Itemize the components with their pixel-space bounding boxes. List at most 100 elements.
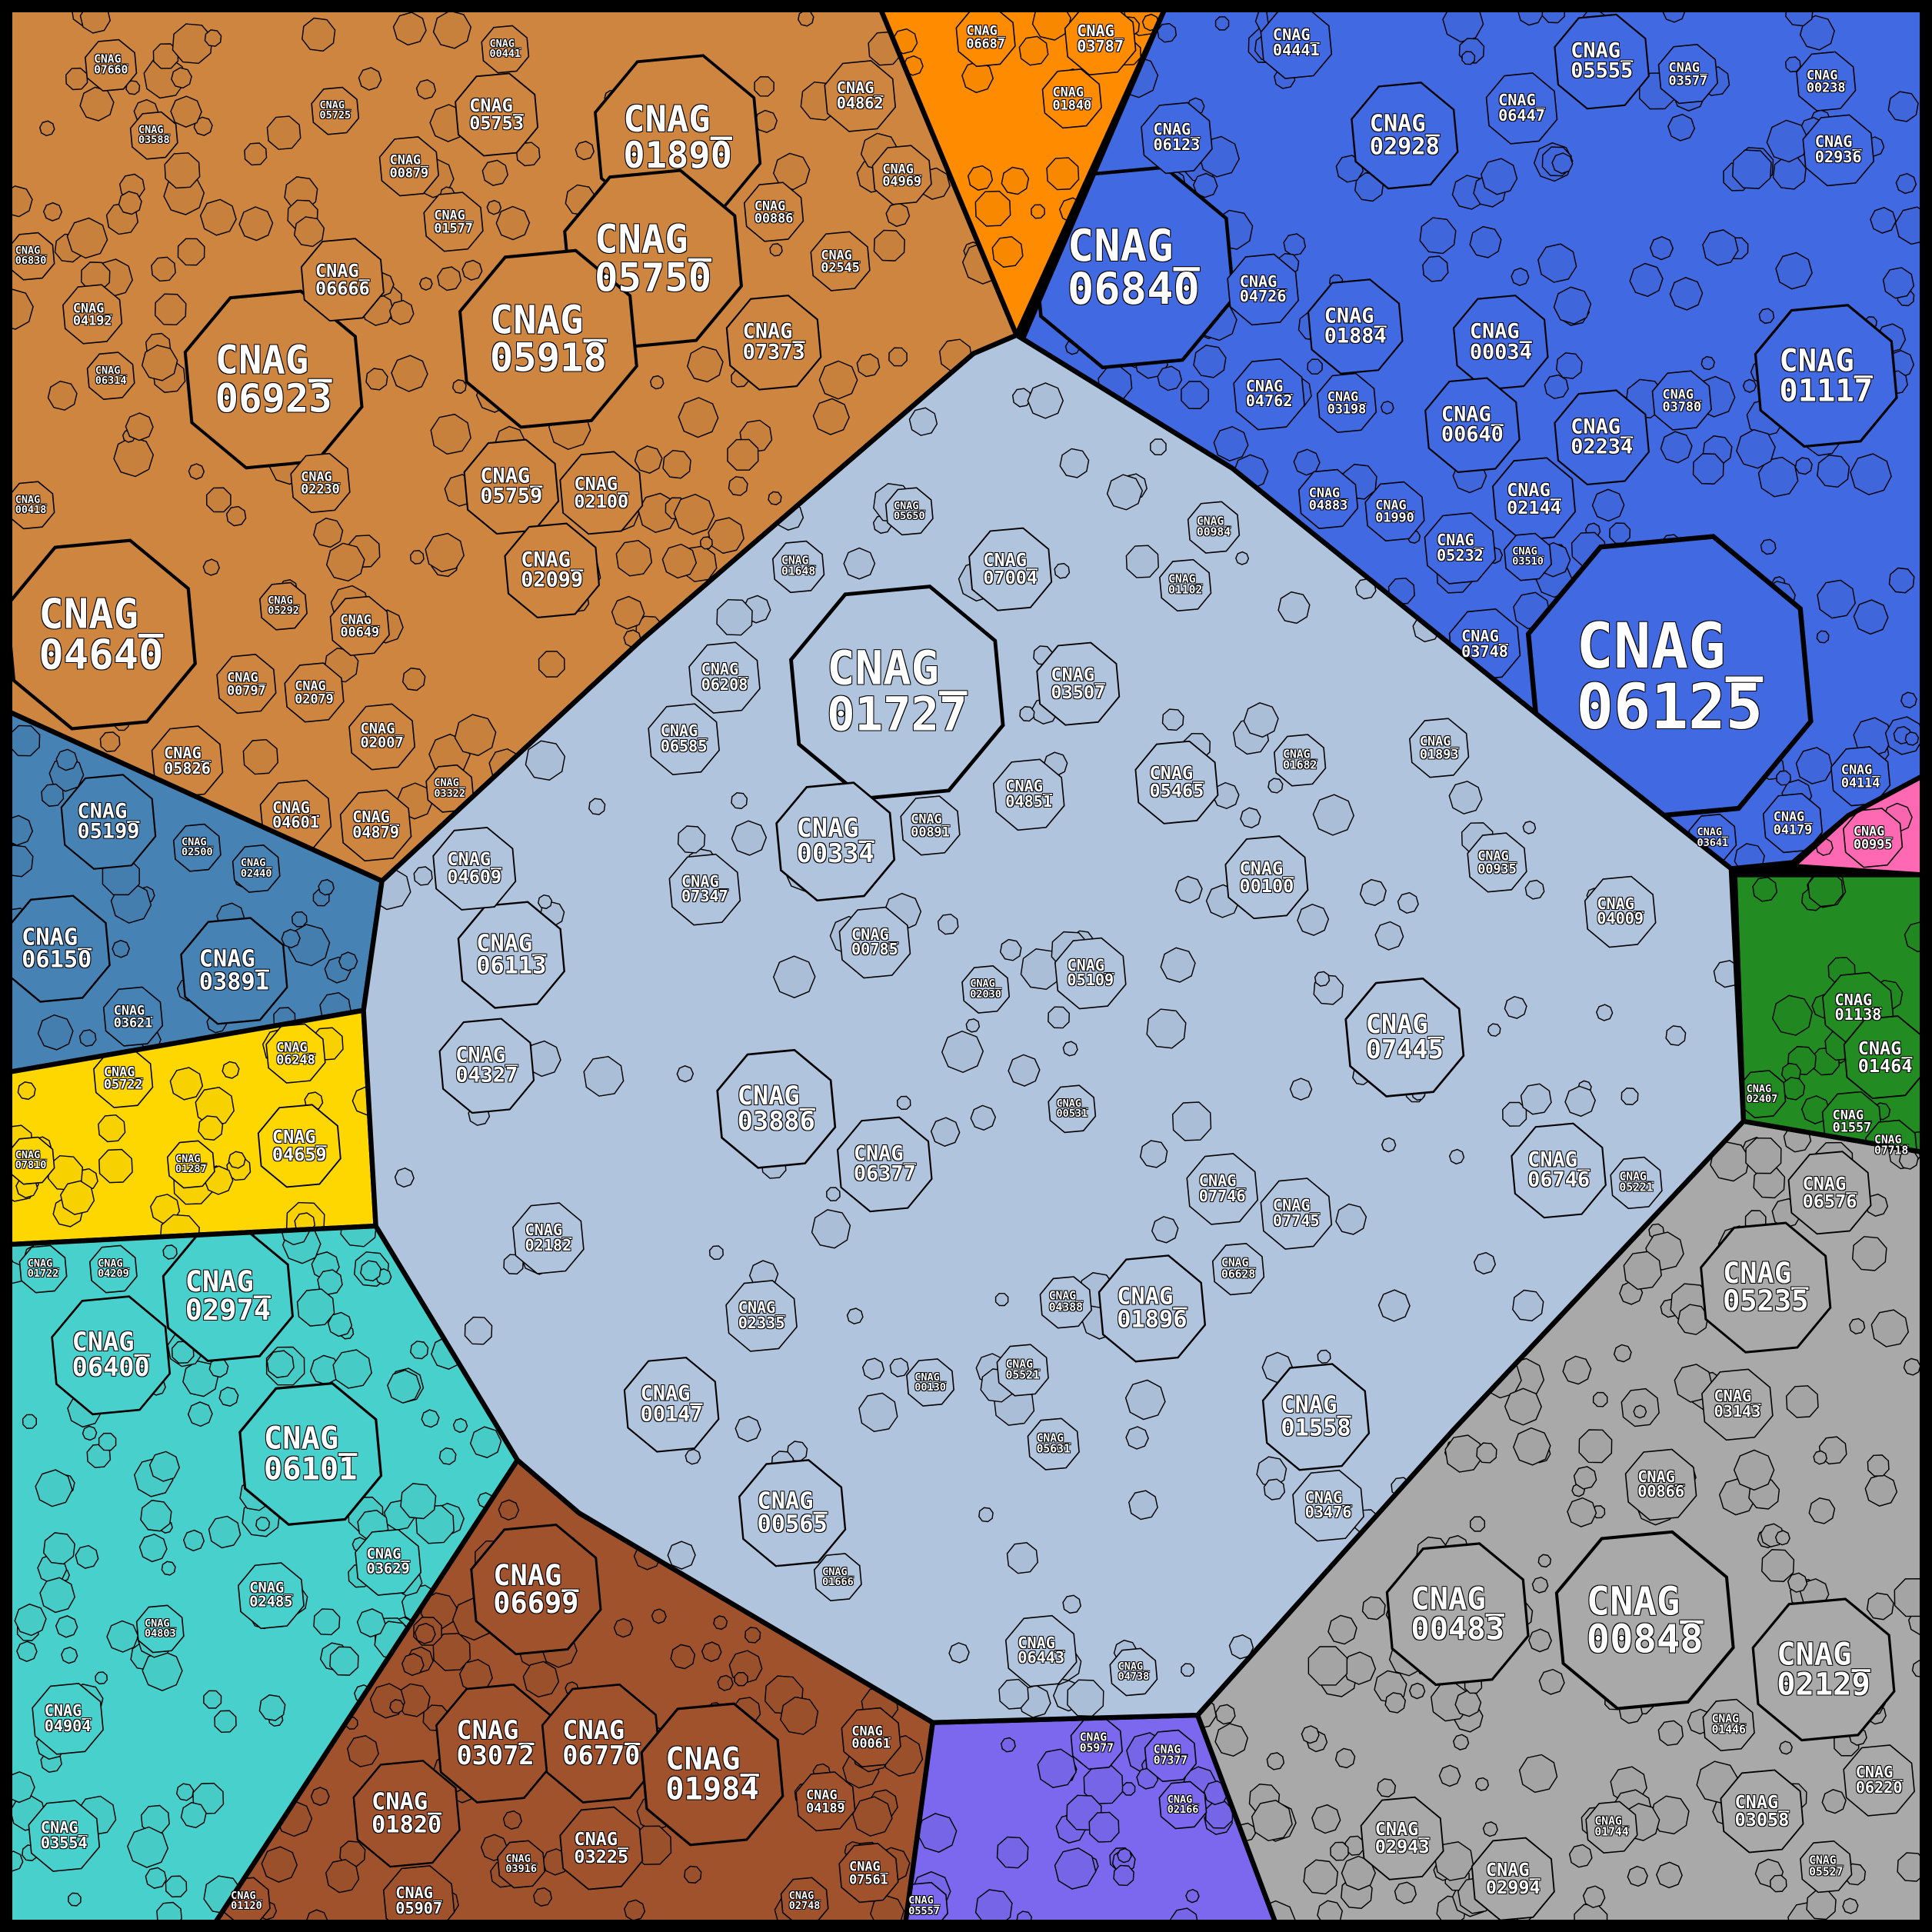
cell-CNAG_00334[interactable] — [775, 781, 896, 902]
cell-CNAG_07377[interactable] — [1144, 1729, 1198, 1783]
cell-CNAG_02994[interactable] — [1471, 1837, 1555, 1921]
cell-CNAG_04726[interactable] — [1227, 253, 1299, 326]
cell-CNAG_04659[interactable] — [257, 1104, 341, 1188]
cell-CNAG_00034[interactable] — [1452, 295, 1549, 391]
cell-CNAG_03554[interactable] — [28, 1800, 101, 1872]
cell-CNAG_03143[interactable] — [1701, 1368, 1774, 1441]
cell-CNAG_02234[interactable] — [1554, 389, 1650, 486]
cell-CNAG_04883[interactable] — [1297, 468, 1359, 529]
cell-CNAG_06248[interactable] — [265, 1023, 326, 1084]
cell-CNAG_05725[interactable] — [311, 86, 360, 135]
cell-CNAG_07660[interactable] — [85, 38, 138, 92]
cell-CNAG_02545[interactable] — [810, 231, 871, 291]
cell-CNAG_02166[interactable] — [1158, 1780, 1208, 1830]
cell-CNAG_04609[interactable] — [432, 826, 517, 911]
cell-CNAG_05555[interactable] — [1554, 13, 1650, 110]
cell-CNAG_06923[interactable] — [183, 289, 364, 470]
cell-CNAG_03058[interactable] — [1720, 1769, 1804, 1854]
cell-CNAG_07810[interactable] — [7, 1136, 55, 1185]
cell-CNAG_04327[interactable] — [438, 1018, 535, 1114]
cell-CNAG_03780[interactable] — [1651, 370, 1712, 431]
cell-CNAG_00879[interactable] — [378, 136, 439, 197]
cell-CNAG_02936[interactable] — [1802, 114, 1875, 187]
cell-CNAG_05759[interactable] — [463, 438, 560, 535]
cell-CNAG_06220[interactable] — [1843, 1744, 1915, 1817]
cell-CNAG_02943[interactable] — [1360, 1796, 1444, 1880]
cell-CNAG_05292[interactable] — [259, 581, 308, 631]
cell-CNAG_07445[interactable] — [1344, 977, 1465, 1098]
cell-CNAG_00797[interactable] — [216, 654, 277, 715]
cell-CNAG_02007[interactable] — [348, 703, 416, 771]
cell-CNAG_04803[interactable] — [135, 1604, 185, 1654]
cell-CNAG_02230[interactable] — [290, 452, 351, 514]
cell-CNAG_06830[interactable] — [7, 232, 55, 281]
cell-CNAG_03629[interactable] — [355, 1528, 422, 1596]
cell-CNAG_00640[interactable] — [1424, 377, 1521, 474]
cell-CNAG_06576[interactable] — [1787, 1151, 1872, 1235]
cell-CNAG_02144[interactable] — [1492, 457, 1577, 541]
cell-CNAG_03916[interactable] — [497, 1840, 546, 1889]
cell-CNAG_03787[interactable] — [1064, 4, 1137, 76]
cell-CNAG_00995[interactable] — [1842, 808, 1904, 868]
cell-CNAG_04762[interactable] — [1233, 358, 1305, 431]
cell-CNAG_04179[interactable] — [1762, 793, 1824, 854]
cell-CNAG_04879[interactable] — [339, 789, 412, 862]
cell-CNAG_05199[interactable] — [60, 774, 157, 870]
cell-CNAG_05527[interactable] — [1800, 1840, 1853, 1894]
cell-CNAG_03577[interactable] — [1657, 44, 1718, 105]
cell-CNAG_06770[interactable] — [541, 1683, 661, 1804]
cell-CNAG_03225[interactable] — [559, 1806, 644, 1890]
cell-CNAG_02129[interactable] — [1751, 1597, 1896, 1742]
cell-CNAG_01117[interactable] — [1754, 304, 1898, 448]
cell-CNAG_01884[interactable] — [1307, 278, 1404, 375]
cell-CNAG_01744[interactable] — [1585, 1800, 1638, 1854]
cell-CNAG_00866[interactable] — [1624, 1448, 1697, 1521]
cell-CNAG_00418[interactable] — [7, 481, 55, 530]
cell-CNAG_06150[interactable] — [4, 894, 111, 1003]
cell-CNAG_03588[interactable] — [129, 111, 178, 160]
cell-CNAG_05918[interactable] — [458, 248, 638, 429]
cell-CNAG_06666[interactable] — [300, 238, 385, 322]
cell-CNAG_07561[interactable] — [838, 1842, 899, 1904]
cell-CNAG_00441[interactable] — [481, 25, 530, 74]
cell-CNAG_06125[interactable] — [1525, 534, 1814, 822]
cell-CNAG_01727[interactable] — [789, 585, 1005, 801]
cell-CNAG_04640[interactable] — [7, 538, 197, 731]
cell-CNAG_00649[interactable] — [329, 595, 390, 656]
cell-CNAG_06687[interactable] — [955, 8, 1016, 68]
cell-CNAG_02485[interactable] — [238, 1562, 305, 1630]
cell-CNAG_05232[interactable] — [1424, 512, 1497, 585]
cell-CNAG_02974[interactable] — [162, 1230, 295, 1362]
cell-CNAG_07373[interactable] — [725, 295, 822, 391]
cell-CNAG_02079[interactable] — [284, 662, 345, 723]
cell-CNAG_05557[interactable] — [901, 1881, 948, 1930]
cell-CNAG_03510[interactable] — [1504, 532, 1552, 581]
cell-CNAG_06123[interactable] — [1141, 102, 1213, 175]
cell-CNAG_01840[interactable] — [1041, 68, 1102, 129]
cell-CNAG_01820[interactable] — [352, 1760, 461, 1868]
cell-CNAG_05722[interactable] — [93, 1048, 154, 1108]
cell-CNAG_00886[interactable] — [743, 182, 804, 242]
cell-CNAG_04192[interactable] — [62, 284, 123, 345]
cell-CNAG_02500[interactable] — [172, 823, 222, 872]
cell-CNAG_02928[interactable] — [1351, 82, 1459, 190]
cell-CNAG_04904[interactable] — [32, 1683, 104, 1755]
cell-CNAG_03886[interactable] — [716, 1048, 837, 1169]
cell-CNAG_05907[interactable] — [382, 1865, 455, 1932]
cell-CNAG_01464[interactable] — [1843, 1015, 1927, 1100]
cell-CNAG_00483[interactable] — [1385, 1542, 1530, 1687]
cell-CNAG_06447[interactable] — [1485, 72, 1558, 145]
cell-CNAG_01722[interactable] — [18, 1244, 68, 1294]
cell-CNAG_00848[interactable] — [1554, 1530, 1735, 1710]
cell-CNAG_06377[interactable] — [836, 1116, 933, 1213]
cell-CNAG_06400[interactable] — [51, 1295, 172, 1416]
cell-CNAG_02440[interactable] — [232, 844, 281, 893]
cell-CNAG_03621[interactable] — [102, 986, 164, 1047]
cell-CNAG_01577[interactable] — [423, 192, 484, 252]
cell-CNAG_06314[interactable] — [86, 351, 135, 401]
cell-CNAG_05977[interactable] — [1070, 1717, 1123, 1770]
cell-CNAG_03891[interactable] — [180, 917, 288, 1025]
cell-CNAG_00061[interactable] — [841, 1707, 901, 1767]
cell-CNAG_04189[interactable] — [795, 1771, 856, 1832]
cell-CNAG_01446[interactable] — [1702, 1698, 1755, 1752]
